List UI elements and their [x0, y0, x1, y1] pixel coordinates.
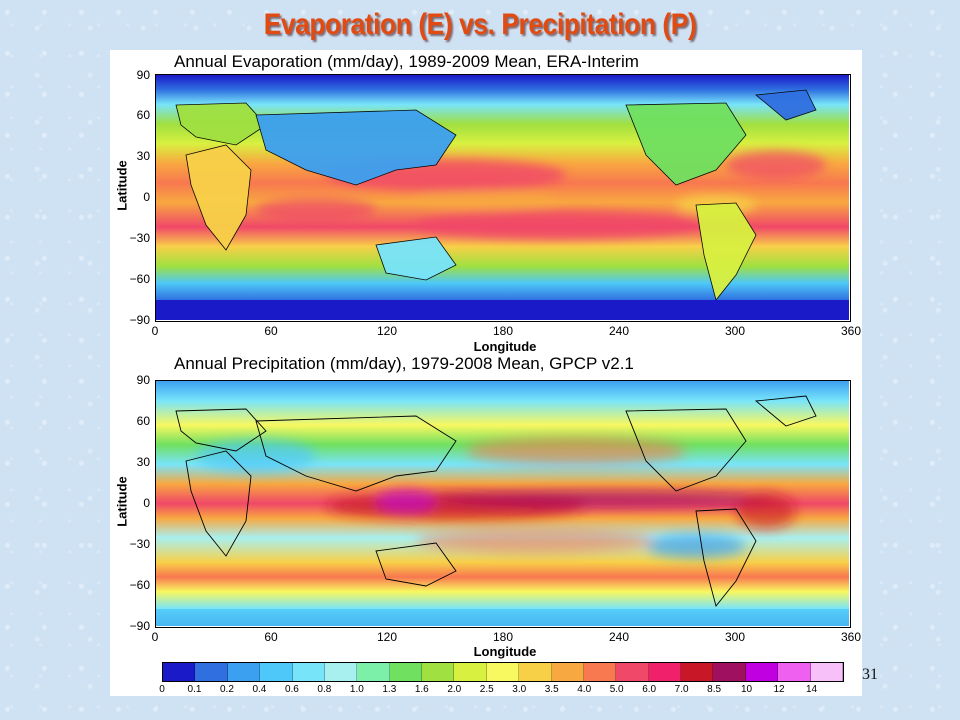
evaporation-map: [155, 74, 851, 322]
evaporation-ytick: 60: [136, 108, 150, 122]
precipitation-xtick: 360: [840, 630, 862, 644]
evaporation-ytick: 90: [136, 68, 150, 82]
precipitation-ytick: 90: [136, 373, 150, 387]
colorbar-swatch: [583, 663, 617, 681]
colorbar-swatch: [227, 663, 261, 681]
colorbar-swatch: [292, 663, 325, 681]
colorbar-tick-label: 5.0: [609, 684, 624, 695]
evaporation-xtick: 0: [151, 324, 159, 338]
colorbar-tick-label: 0.1: [187, 684, 202, 695]
evaporation-ytick: −60: [129, 272, 150, 286]
evaporation-xtick: 120: [376, 324, 398, 338]
colorbar-tick-label: 0: [159, 684, 165, 695]
slide-title: Evaporation (E) vs. Precipitation (P): [263, 8, 697, 41]
evaporation-ytick: 0: [143, 190, 150, 204]
colorbar: [162, 662, 844, 682]
slide-page-number: 31: [862, 666, 878, 683]
colorbar-tick-label: 1.3: [382, 684, 397, 695]
evaporation-xlabel: Longitude: [473, 339, 537, 354]
colorbar-swatch: [195, 663, 228, 681]
precipitation-xtick: 300: [724, 630, 746, 644]
evaporation-xtick: 360: [840, 324, 862, 338]
evaporation-xtick: 60: [264, 324, 278, 338]
colorbar-tick-label: 0.4: [252, 684, 267, 695]
precipitation-map: [155, 380, 851, 628]
colorbar-swatch: [486, 663, 520, 681]
figure: Annual Evaporation (mm/day), 1989-2009 M…: [110, 50, 862, 696]
evaporation-xtick: 240: [608, 324, 630, 338]
colorbar-tick-label: 0.8: [317, 684, 332, 695]
precipitation-xtick: 240: [608, 630, 630, 644]
precipitation-xtick: 180: [492, 630, 514, 644]
colorbar-swatch: [260, 663, 293, 681]
colorbar-swatch: [648, 663, 681, 681]
colorbar-tick-label: 8.5: [707, 684, 722, 695]
colorbar-tick-label: 0.2: [219, 684, 234, 695]
colorbar-tick-label: 3.0: [512, 684, 527, 695]
colorbar-tick-label: 3.5: [544, 684, 559, 695]
colorbar-swatch: [324, 663, 358, 681]
colorbar-tick-label: 1.0: [349, 684, 364, 695]
colorbar-tick-label: 6.0: [642, 684, 657, 695]
colorbar-tick-label: 4.0: [577, 684, 592, 695]
colorbar-tick-label: 1.6: [414, 684, 429, 695]
colorbar-tick-label: 14: [805, 684, 818, 695]
evaporation-ytick: −30: [129, 231, 150, 245]
colorbar-tick-label: 7.0: [674, 684, 689, 695]
precipitation-xtick: 60: [264, 630, 278, 644]
colorbar-swatch: [745, 663, 779, 681]
colorbar-swatch: [616, 663, 649, 681]
colorbar-tick-label: 2.0: [447, 684, 462, 695]
colorbar-tick-label: 12: [773, 684, 785, 695]
colorbar-swatch: [163, 663, 196, 681]
colorbar-swatch: [519, 663, 552, 681]
evaporation-ytick: −90: [129, 313, 150, 327]
precipitation-ytick: 0: [143, 496, 150, 510]
precipitation-panel-title: Annual Precipitation (mm/day), 1979-2008…: [174, 354, 634, 373]
precipitation-ytick: −30: [129, 537, 150, 551]
precipitation-field: [156, 381, 849, 626]
precipitation-ytick: −90: [129, 619, 150, 633]
evaporation-xtick: 300: [724, 324, 746, 338]
colorbar-swatch: [422, 663, 455, 681]
colorbar-swatch: [681, 663, 714, 681]
colorbar-swatch: [551, 663, 584, 681]
colorbar-swatch: [454, 663, 487, 681]
colorbar-tick-label: 2.5: [479, 684, 494, 695]
precipitation-ytick: −60: [129, 578, 150, 592]
precipitation-xlabel: Longitude: [473, 644, 537, 659]
precipitation-ytick: 60: [136, 414, 150, 428]
precipitation-ytick: 30: [136, 455, 150, 469]
evaporation-field: [156, 75, 849, 320]
colorbar-swatch: [778, 663, 811, 681]
evaporation-xtick: 180: [492, 324, 514, 338]
precipitation-xtick: 0: [151, 630, 159, 644]
colorbar-swatch: [389, 663, 422, 681]
colorbar-tick-label: 10: [741, 684, 753, 695]
colorbar-tick-label: 0.6: [284, 684, 299, 695]
colorbar-swatch: [357, 663, 390, 681]
evaporation-ytick: 30: [136, 149, 150, 163]
precipitation-xtick: 120: [376, 630, 398, 644]
colorbar-swatch: [713, 663, 746, 681]
evaporation-panel-title: Annual Evaporation (mm/day), 1989-2009 M…: [174, 52, 639, 71]
colorbar-swatch: [810, 663, 843, 681]
